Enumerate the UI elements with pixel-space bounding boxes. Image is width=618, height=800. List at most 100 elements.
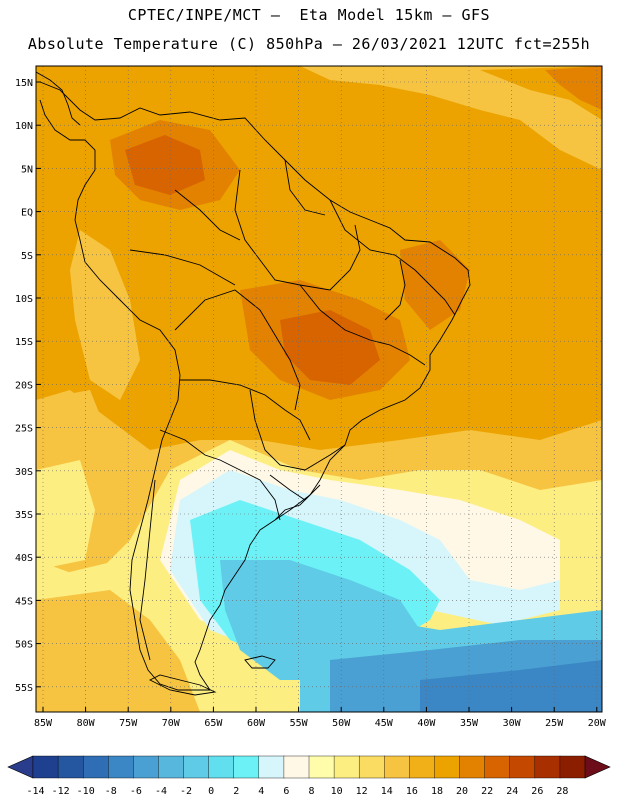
lon-label: 65W [204, 718, 223, 729]
longitude-labels: 85W 80W 75W 70W 65W 60W 55W 50W 45W 40W 35W 30W 25W 2… [34, 718, 607, 729]
temperature-region [545, 66, 602, 110]
coastlines-and-borders [36, 71, 471, 696]
colorbar-swatch [158, 755, 185, 779]
colorbar-label: 8 [308, 786, 314, 797]
title-line-1: CPTEC/INPE/MCT – Eta Model 15km – GFS [127, 6, 491, 24]
colorbar-label: -4 [155, 786, 167, 797]
temperature-region [420, 660, 602, 712]
colorbar-label: -6 [130, 786, 142, 797]
colorbar-label: 4 [258, 786, 264, 797]
colorbar-swatch [183, 755, 210, 779]
colorbar-swatch [333, 755, 360, 779]
temperature-region [125, 135, 205, 195]
border-12 [329, 199, 456, 316]
falklands [244, 655, 276, 669]
axis-ticks [36, 81, 598, 712]
tierra-del-fuego [148, 674, 217, 696]
colorbar-label: 16 [406, 786, 418, 797]
colorbar-swatch [133, 755, 160, 779]
central-america-coast [36, 71, 81, 126]
lat-label: 25S [15, 424, 33, 435]
lat-label: 35S [15, 510, 33, 521]
colorbar-swatch [559, 755, 586, 779]
temperature-region [280, 310, 380, 385]
map-frame [35, 65, 603, 713]
colorbar-label: -10 [77, 786, 95, 797]
lon-label: 45W [375, 718, 394, 729]
temperature-region [36, 590, 200, 712]
colorbar-swatch [208, 755, 235, 779]
lon-label: 35W [460, 718, 479, 729]
border-9 [274, 494, 311, 521]
colorbar-swatch [409, 755, 436, 779]
lon-label: 55W [290, 718, 309, 729]
colorbar-swatch [32, 755, 59, 779]
lon-label: 20W [588, 718, 607, 729]
lon-label: 60W [247, 718, 266, 729]
border-5 [180, 379, 311, 441]
colorbar-swatch [484, 755, 511, 779]
lat-label: 30S [15, 467, 33, 478]
colorbar-label: 22 [481, 786, 493, 797]
colorbar-label: 26 [531, 786, 543, 797]
colorbar-swatch [57, 755, 84, 779]
border-14 [284, 159, 326, 216]
lat-label: 50S [15, 640, 33, 651]
border-2 [174, 189, 241, 241]
lon-label: 70W [162, 718, 181, 729]
colorbar-label: -2 [180, 786, 192, 797]
lat-label: 55S [15, 683, 33, 694]
lon-label: 80W [77, 718, 96, 729]
colorbar-swatch [233, 755, 260, 779]
colorbar-label: 12 [356, 786, 368, 797]
temperature-region [36, 460, 95, 570]
lon-label: 75W [119, 718, 138, 729]
border-11 [139, 479, 156, 661]
lat-label: EQ [21, 208, 33, 219]
border-7 [249, 389, 346, 471]
lon-label: 50W [332, 718, 351, 729]
colorbar-swatch [283, 755, 310, 779]
lat-label: 5S [21, 251, 33, 262]
colorbar-label: 10 [331, 786, 343, 797]
colorbar-swatch [108, 755, 134, 779]
colorbar-swatch [534, 755, 561, 779]
temperature-region [70, 230, 140, 400]
colorbar-label: 2 [233, 786, 239, 797]
latitude-labels: 15N 10N 5N EQ 5S 10S 15S 20S 25S 30S 35S 40S 45S 50S 5… [15, 78, 33, 694]
lat-label: 15N [15, 78, 33, 89]
border-13 [384, 259, 406, 321]
border-10 [269, 474, 321, 501]
colorbar-swatch [434, 755, 461, 779]
lat-label: 10N [15, 121, 33, 132]
colorbar-label: 18 [431, 786, 443, 797]
colorbar-swatch [384, 755, 410, 779]
colorbar-label: 14 [381, 786, 393, 797]
colorbar-swatch [258, 755, 285, 779]
colorbar-label: 6 [283, 786, 289, 797]
colorbar: -14 -12 -10 -8 -6 -4 -2 0 2 4 6 8 10 12 14 16 18 20 22 24 26… [7, 755, 611, 797]
temperature-region [400, 240, 470, 330]
colorbar-label: -14 [26, 786, 44, 797]
colorbar-swatch [459, 755, 486, 779]
lon-label: 30W [503, 718, 522, 729]
lon-label: 40W [417, 718, 436, 729]
temperature-region [300, 66, 602, 170]
colorbar-high-arrow [584, 755, 611, 779]
lon-label: 25W [545, 718, 564, 729]
border-8 [299, 284, 426, 366]
colorbar-swatch [358, 755, 385, 779]
lat-label: 40S [15, 553, 33, 564]
border-4 [174, 289, 301, 411]
south-america-coastline [39, 81, 471, 691]
colorbar-label: 0 [208, 786, 214, 797]
lon-label: 85W [34, 718, 53, 729]
colorbar-label: -8 [105, 786, 117, 797]
lat-label: 20S [15, 380, 33, 391]
colorbar-label: 24 [506, 786, 518, 797]
temperature-field [36, 66, 602, 712]
border-6 [159, 429, 281, 521]
colorbar-low-arrow [7, 755, 34, 779]
lat-label: 45S [15, 596, 33, 607]
